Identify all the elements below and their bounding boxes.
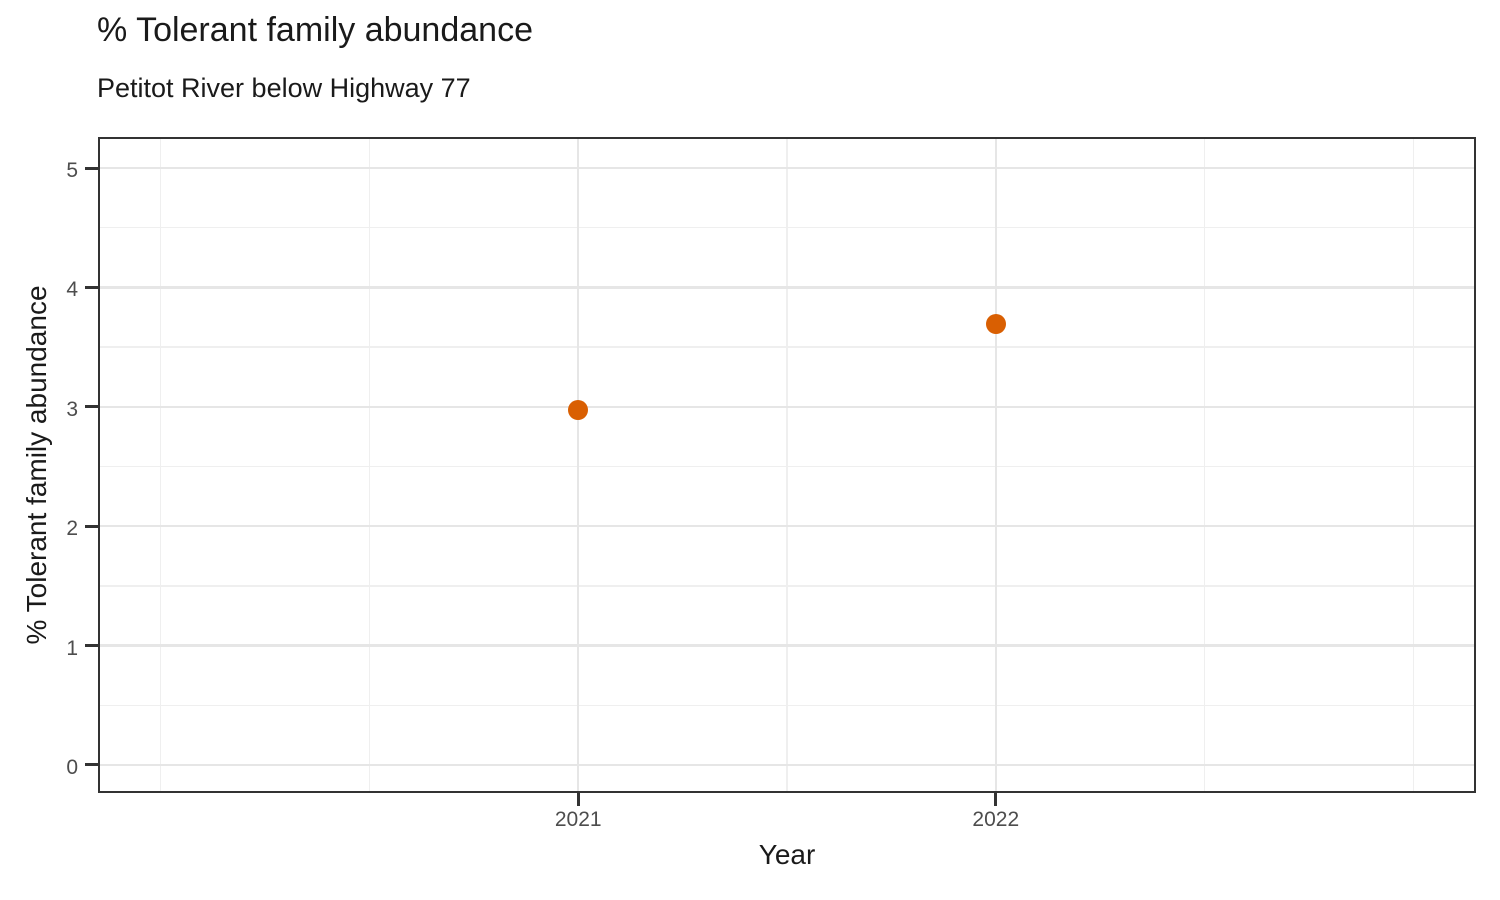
x-minor-gridline [786,137,788,793]
x-axis-tick-label: 2021 [554,808,602,831]
y-axis-tick [85,524,98,528]
y-axis-tick-label: 1 [66,636,78,660]
x-major-gridline [994,137,998,793]
y-axis-tick [85,763,98,767]
x-axis-tick-label: 2022 [972,808,1020,831]
x-minor-gridline [159,137,162,793]
x-axis-tick [576,793,580,806]
x-minor-gridline [1412,137,1415,793]
chart-subtitle: Petitot River below Highway 77 [97,73,471,103]
data-point [568,400,589,421]
y-axis-title: % Tolerant family abundance [21,285,52,645]
y-axis-tick-label: 0 [66,755,78,779]
chart-title: % Tolerant family abundance [97,11,533,49]
y-axis-tick [85,405,98,409]
y-major-gridline [98,644,1476,647]
y-major-gridline [98,166,1476,170]
y-axis-tick [85,166,98,170]
x-axis-tick [994,793,998,806]
x-axis-title: Year [758,839,816,870]
y-axis-tick-label: 3 [66,397,78,421]
y-major-gridline [98,524,1476,528]
x-minor-gridline [368,137,371,793]
y-axis-tick-label: 2 [66,517,78,541]
y-major-gridline [98,405,1476,409]
x-major-gridline [576,137,580,793]
y-major-gridline [98,763,1476,767]
y-axis-tick [85,644,98,648]
y-axis-tick-label: 4 [66,278,78,302]
y-axis-tick [85,285,98,289]
y-axis-tick-label: 5 [66,159,78,183]
data-point [985,314,1006,335]
x-minor-gridline [1203,137,1206,793]
y-major-gridline [98,286,1476,289]
